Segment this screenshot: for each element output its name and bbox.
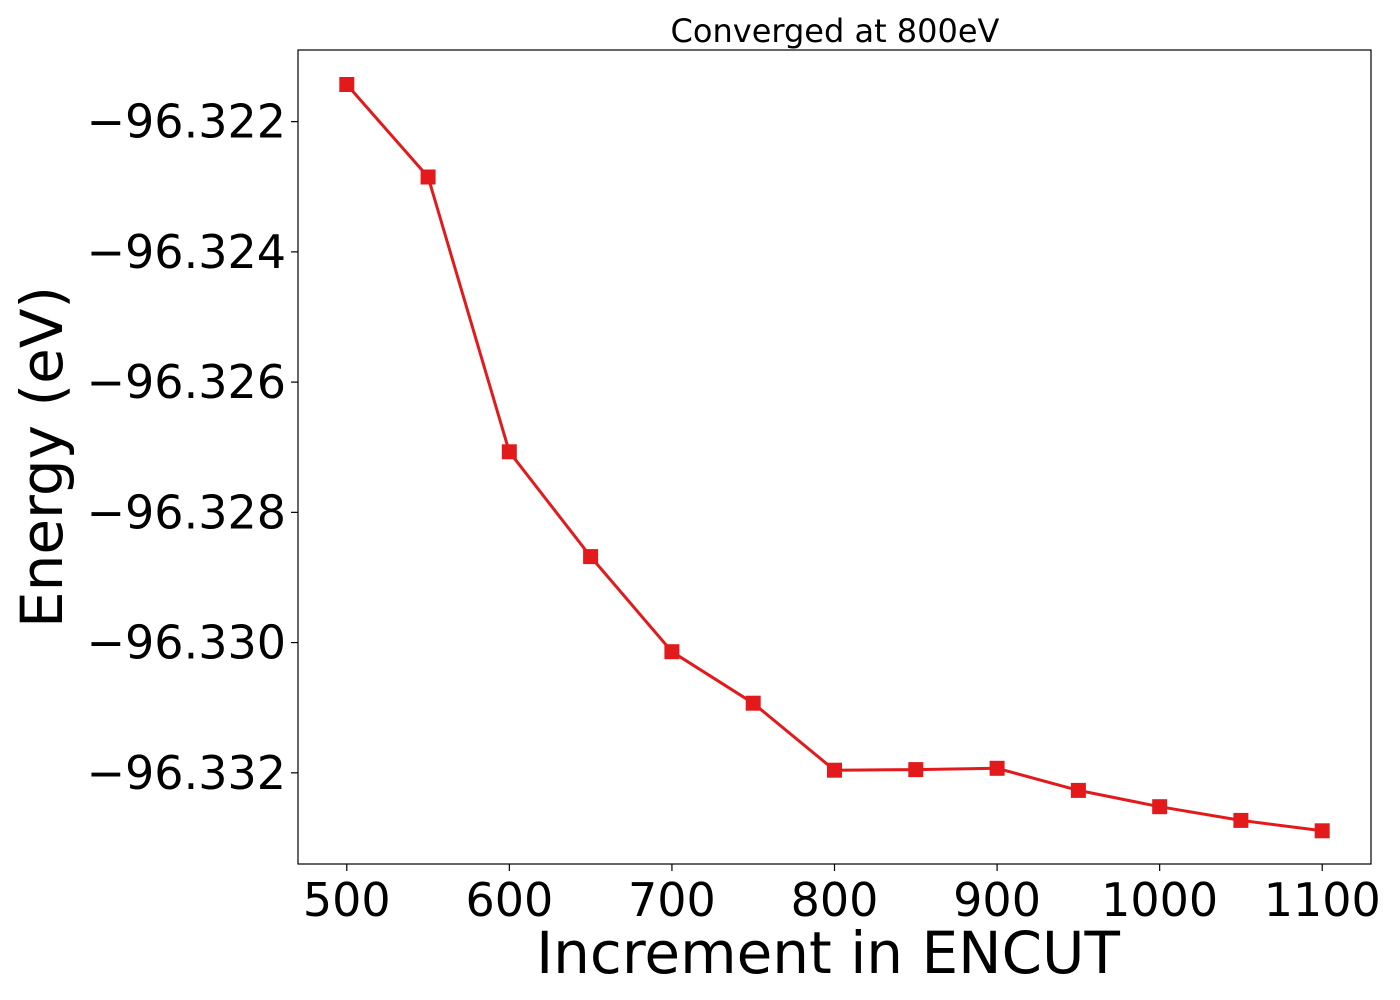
plot-area [339, 77, 1330, 839]
y-axis-label: Energy (eV) [8, 286, 76, 628]
y-tick-label: −96.326 [87, 355, 287, 409]
x-tick-label: 800 [791, 873, 879, 927]
data-point [827, 762, 842, 778]
data-point [420, 169, 436, 185]
plot-frame [297, 49, 1372, 865]
x-tick-label: 600 [465, 873, 553, 927]
data-point [908, 762, 924, 778]
x-tick-label: 700 [628, 873, 716, 927]
data-point [1314, 823, 1330, 839]
y-tick-label: −96.330 [87, 616, 287, 670]
x-tick-label: 900 [953, 873, 1041, 927]
data-point [583, 549, 599, 565]
x-axis-label: Increment in ENCUT [536, 919, 1120, 987]
data-point [339, 77, 355, 92]
data-point [1070, 782, 1086, 798]
x-tick-label: 500 [303, 873, 391, 927]
data-point [664, 644, 680, 660]
x-tick-label: 1100 [1264, 873, 1381, 927]
data-point [1152, 799, 1168, 815]
x-axis: 500 600 700 800 900 1000 1100 [303, 864, 1381, 927]
chart-title: Converged at 800eV [671, 12, 1000, 50]
y-tick-label: −96.322 [87, 95, 287, 149]
data-point [1233, 812, 1249, 828]
data-point [989, 760, 1005, 776]
series-line [345, 83, 1323, 833]
data-point [501, 444, 517, 460]
y-tick-label: −96.324 [87, 225, 287, 279]
y-tick-label: −96.328 [87, 485, 287, 539]
y-tick-label: −96.332 [87, 746, 287, 800]
data-point [745, 695, 761, 711]
y-axis: −96.322 −96.324 −96.326 −96.328 −96.330 −96.3… [87, 95, 298, 800]
x-tick-label: 1000 [1101, 873, 1218, 927]
